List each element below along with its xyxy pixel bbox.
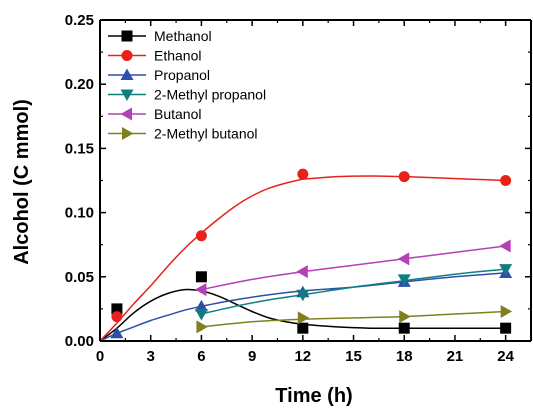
- legend-marker-butanol: [120, 107, 132, 121]
- y-tick-label: 0.05: [65, 269, 94, 286]
- data-point-2-methyl-butanol: [500, 304, 513, 318]
- x-tick-label: 24: [497, 348, 514, 365]
- data-point-methanol: [195, 271, 207, 283]
- y-tick-label: 0.20: [65, 76, 94, 93]
- legend-marker-propanol: [120, 68, 134, 80]
- fit-curves: [99, 175, 506, 342]
- legend-label-methanol: Methanol: [154, 28, 212, 44]
- data-point-propanol: [110, 326, 124, 339]
- y-tick-label: 0.10: [65, 205, 94, 222]
- x-tick-label: 3: [147, 348, 155, 365]
- axes: 0 3 6 9 12 15 18 21 24 0.00 0.05 0.10 0.15 0.20 0.25: [65, 12, 532, 365]
- y-tick-label: 0.25: [65, 12, 94, 29]
- legend-marker-2-methyl-butanol: [122, 127, 134, 140]
- x-tick-label: 6: [197, 348, 205, 365]
- data-point-butanol: [499, 239, 511, 253]
- data-point-2-methyl-propanol: [194, 309, 208, 321]
- data-point-ethanol: [111, 311, 123, 323]
- legend: Methanol Ethanol Propanol 2-Methyl propanol…: [108, 28, 266, 142]
- data-point-ethanol: [297, 168, 309, 180]
- data-point-2-methyl-butanol: [297, 311, 310, 325]
- x-tick-label: 9: [248, 348, 256, 365]
- data-point-2-methyl-propanol: [296, 289, 310, 302]
- fit-curve-methanol: [99, 288, 506, 342]
- fit-curve-2-methyl-propanol: [201, 268, 506, 315]
- data-point-ethanol: [195, 230, 207, 242]
- data-point-butanol: [296, 265, 308, 279]
- data-point-propanol: [194, 299, 208, 312]
- data-point-methanol: [111, 303, 123, 315]
- legend-label-butanol: Butanol: [154, 106, 201, 122]
- x-tick-label: 18: [396, 348, 413, 365]
- legend-marker-2-methyl-propanol: [120, 89, 134, 101]
- y-tick-label: 0.15: [65, 140, 94, 157]
- legend-marker-ethanol: [121, 50, 133, 61]
- data-point-2-methyl-butanol: [399, 310, 411, 324]
- legend-label-propanol: Propanol: [154, 67, 210, 83]
- data-point-methanol: [500, 322, 512, 334]
- data-point-2-methyl-butanol: [196, 320, 208, 334]
- legend-label-2-methyl-propanol: 2-Methyl propanol: [154, 87, 266, 103]
- fit-curve-butanol: [201, 245, 506, 291]
- legend-label-ethanol: Ethanol: [154, 48, 201, 64]
- y-tick-label: 0.00: [65, 333, 94, 350]
- x-tick-label: 0: [96, 348, 104, 365]
- x-tick-label: 15: [345, 348, 362, 365]
- x-axis-title: Time (h): [275, 385, 352, 407]
- data-point-ethanol: [398, 171, 410, 183]
- data-markers: [110, 168, 513, 339]
- y-axis-title: Alcohol (C mmol): [11, 99, 33, 265]
- data-point-butanol: [397, 252, 410, 266]
- data-point-ethanol: [500, 175, 512, 186]
- x-tick-label: 21: [447, 348, 464, 365]
- x-tick-label: 12: [294, 348, 311, 365]
- legend-label-2-methyl-butanol: 2-Methyl butanol: [154, 126, 258, 142]
- data-point-methanol: [398, 322, 410, 334]
- data-point-2-methyl-propanol: [397, 274, 411, 286]
- data-point-butanol: [194, 283, 207, 297]
- data-point-methanol: [297, 322, 309, 334]
- fit-curve-2-methyl-butanol: [201, 310, 506, 328]
- legend-marker-methanol: [121, 30, 133, 42]
- data-point-2-methyl-propanol: [499, 264, 513, 276]
- fit-curve-propanol: [99, 272, 506, 342]
